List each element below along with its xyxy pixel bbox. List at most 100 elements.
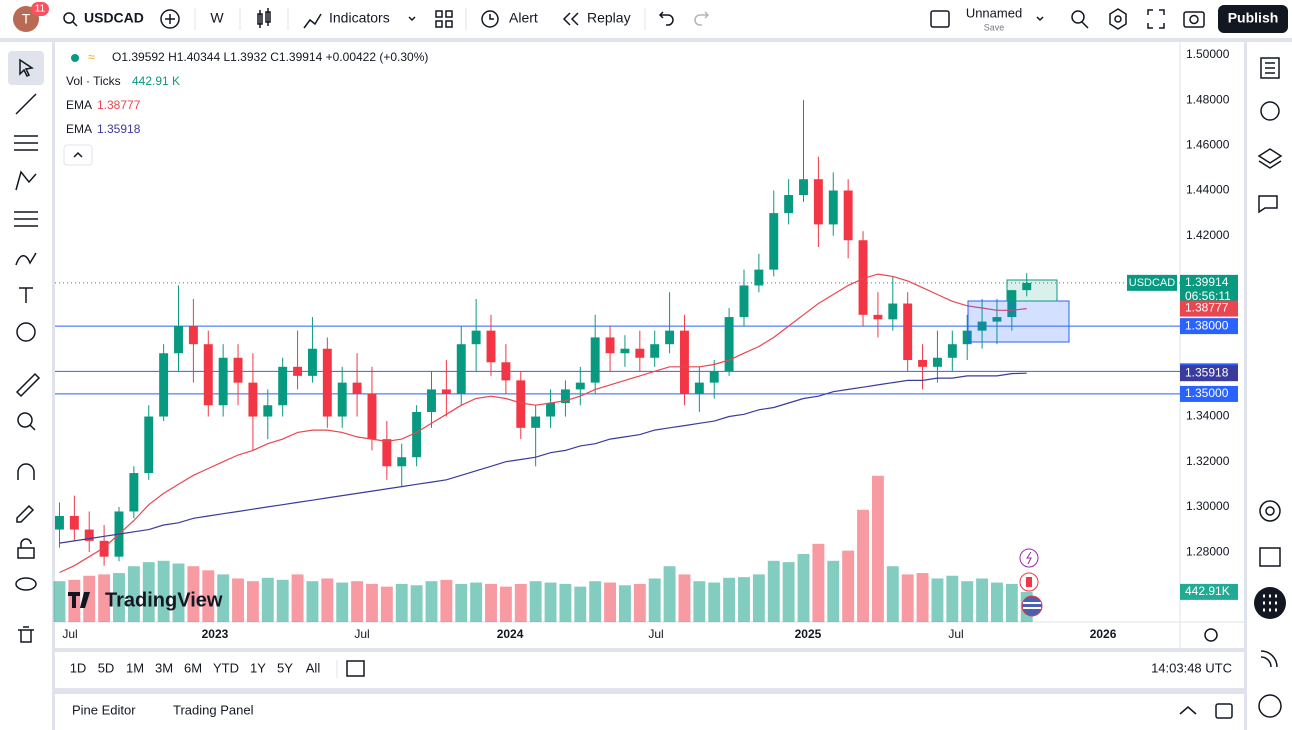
candle-body [456, 344, 466, 394]
indicators-icon[interactable] [303, 13, 322, 29]
axis-settings[interactable] [1204, 628, 1218, 642]
collapse-legend[interactable] [63, 144, 93, 166]
x-tick-label: Jul [62, 627, 77, 641]
flag-us[interactable] [1021, 595, 1043, 617]
zoom-tool[interactable] [17, 412, 33, 428]
last-price-label: 1.39914 [1185, 275, 1229, 289]
range-button[interactable]: 1Y [250, 660, 266, 675]
calendar[interactable] [1259, 547, 1281, 567]
candle-body [516, 380, 526, 428]
emoji-tool[interactable] [16, 322, 36, 342]
settings[interactable] [1109, 8, 1127, 30]
maximize-panel[interactable] [1215, 703, 1233, 719]
x-tick-label: 2024 [497, 627, 524, 641]
legend-value: 1.39914 [279, 50, 323, 64]
volume-bar [842, 550, 855, 622]
range-button[interactable]: 5D [98, 660, 115, 675]
candle-body [888, 303, 898, 320]
undo[interactable] [658, 11, 674, 26]
volume-bar [529, 581, 542, 622]
candle-body [605, 337, 615, 354]
range-button[interactable]: YTD [213, 660, 239, 675]
alerts-panel[interactable] [1260, 101, 1280, 121]
range-button[interactable]: 1D [70, 660, 87, 675]
publish[interactable]: Publish [1228, 10, 1279, 26]
symbol[interactable]: USDCAD [84, 10, 144, 26]
remove-tool[interactable] [18, 626, 34, 643]
volume-bar [321, 578, 334, 622]
panel-tab[interactable]: Trading Panel [173, 702, 254, 717]
chart-type[interactable] [257, 8, 271, 28]
level-label-box [1180, 385, 1238, 402]
candle-body [992, 317, 1002, 322]
quick-search[interactable] [1071, 10, 1085, 24]
layers[interactable] [1257, 148, 1283, 169]
candle-body [694, 382, 704, 394]
candle-body [769, 213, 779, 270]
range-button[interactable]: 1M [126, 660, 144, 675]
volume-bar [98, 574, 111, 622]
prediction-tool[interactable] [14, 211, 38, 227]
hide-tool[interactable] [15, 577, 37, 591]
layout-name[interactable]: Unnamed [966, 5, 1022, 20]
volume-bar [871, 475, 884, 622]
candle-body [531, 416, 541, 428]
candle-body [159, 353, 169, 417]
range-button[interactable]: 5Y [277, 660, 293, 675]
fib-tool[interactable] [14, 135, 38, 151]
add-symbol[interactable] [160, 9, 180, 29]
avatar-letter: T [22, 11, 31, 27]
help[interactable] [1258, 694, 1282, 718]
redo[interactable] [694, 11, 710, 26]
snapshot[interactable] [1183, 11, 1205, 28]
zoom-tool [29, 424, 36, 431]
publish-button[interactable] [1218, 5, 1288, 33]
ruler-tool[interactable] [15, 372, 41, 398]
replay-icon[interactable] [562, 12, 579, 26]
lock-tool[interactable] [17, 547, 35, 559]
target[interactable] [1259, 500, 1281, 522]
expand-panel[interactable] [1179, 706, 1197, 715]
goto-date[interactable] [346, 660, 365, 677]
bottom-panel [55, 694, 1244, 730]
range-button[interactable]: 3M [155, 660, 173, 675]
x-tick-label: 2026 [1090, 627, 1117, 641]
range-button[interactable]: All [306, 660, 321, 675]
cursor-tool[interactable] [19, 58, 34, 78]
magnet-tool[interactable] [17, 463, 35, 480]
volume-bar [574, 586, 587, 622]
watchlist[interactable] [1260, 57, 1280, 79]
interval[interactable]: W [210, 10, 224, 26]
y-tick-label: 1.30000 [1186, 499, 1230, 513]
volume-bar [410, 585, 423, 622]
volume-bar [395, 583, 408, 622]
pattern-tool[interactable] [15, 170, 37, 191]
y-tick-label: 1.42000 [1186, 228, 1230, 242]
range-button[interactable]: 6M [184, 660, 202, 675]
drawing-mode[interactable] [16, 504, 35, 523]
volume-bar [797, 554, 810, 622]
replay[interactable]: Replay [587, 10, 631, 26]
stream[interactable] [1260, 650, 1278, 668]
layout-checkbox[interactable] [930, 10, 950, 28]
left-toolbar [0, 42, 52, 730]
layouts[interactable] [435, 10, 453, 28]
alert[interactable]: Alert [509, 10, 538, 26]
chats[interactable] [1258, 195, 1278, 214]
badge [31, 2, 49, 16]
alert-icon[interactable] [481, 10, 499, 28]
save-label[interactable]: Save [984, 22, 1005, 32]
text-tool[interactable] [19, 287, 33, 303]
line-tool[interactable] [15, 93, 37, 115]
fullscreen[interactable] [1147, 9, 1165, 29]
chevron[interactable] [1036, 16, 1044, 22]
candle-body [650, 344, 660, 358]
search-icon[interactable] [63, 12, 75, 24]
chevron[interactable] [408, 16, 416, 22]
y-tick-label: 1.32000 [1186, 454, 1230, 468]
brush-tool[interactable] [15, 252, 37, 266]
clock: 14:03:48 UTC [1151, 660, 1232, 675]
panel-tab[interactable]: Pine Editor [72, 702, 136, 717]
candle-body [858, 240, 868, 315]
indicators[interactable]: Indicators [329, 10, 390, 26]
